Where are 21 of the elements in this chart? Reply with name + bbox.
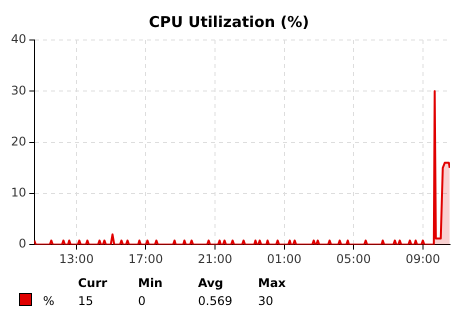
x-tick-label: 17:00: [128, 252, 164, 266]
text: 0: [138, 293, 147, 310]
chart-title: CPU Utilization (%): [148, 12, 310, 31]
y-tick-label: 40: [10, 32, 26, 46]
x-tick-label: 13:00: [59, 252, 94, 266]
y-tick-label: 30: [10, 83, 26, 98]
x-tick-label: 05:00: [336, 252, 371, 266]
text: 15: [78, 293, 94, 310]
text: Min: [138, 275, 164, 292]
legend-label: %: [43, 294, 54, 308]
text: Max: [258, 275, 287, 292]
text: 30: [258, 293, 274, 310]
x-tick-label: 01:00: [266, 252, 302, 266]
text: 0.569: [198, 293, 234, 310]
x-tick-label: 21:00: [198, 252, 232, 266]
y-tick-label: 20: [10, 134, 26, 148]
x-tick-label: 09:00: [406, 252, 440, 266]
text: Avg: [198, 275, 224, 292]
y-tick-label: 0: [18, 236, 26, 251]
y-tick-label: 10: [10, 186, 26, 200]
text: Curr: [78, 275, 108, 292]
